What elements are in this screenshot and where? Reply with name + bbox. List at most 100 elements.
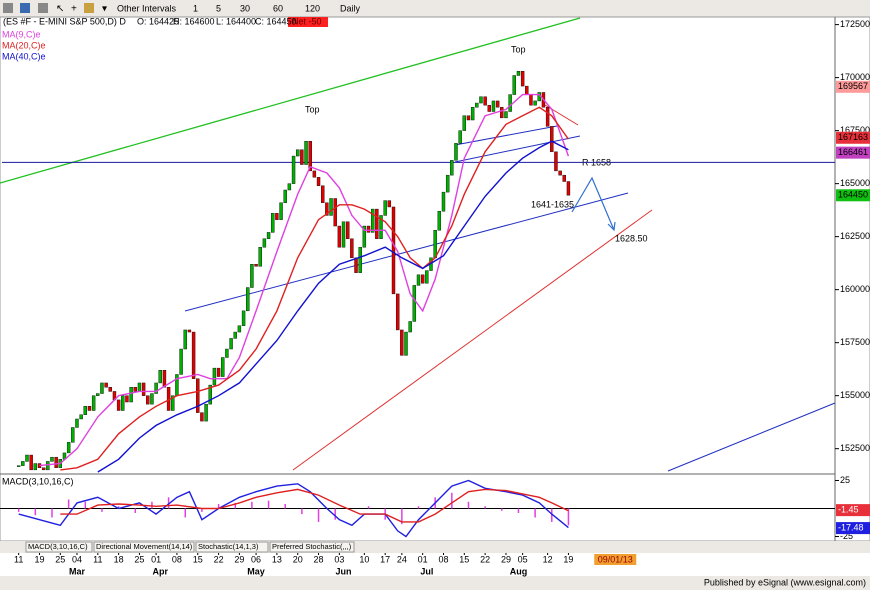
y-tick-label: 167500	[840, 125, 870, 135]
x-tick-label: 22	[480, 554, 490, 564]
tab[interactable]	[93, 541, 195, 553]
indicator-label: MACD(3,10,16,C)	[2, 476, 74, 486]
candle	[566, 181, 571, 196]
candle	[196, 378, 200, 413]
chart-icon[interactable]	[38, 3, 48, 13]
interval-button[interactable]: 30	[240, 3, 250, 13]
candle	[441, 191, 446, 212]
month-label: Jul	[420, 566, 433, 576]
candle	[125, 395, 129, 403]
candle	[358, 247, 362, 273]
candle	[54, 456, 58, 468]
candle	[225, 348, 229, 358]
interval-button[interactable]: 120	[305, 3, 320, 13]
candle	[558, 170, 562, 176]
candle	[237, 325, 242, 333]
candle	[420, 274, 425, 284]
price-label-box	[836, 131, 870, 144]
trend-line	[0, 17, 581, 184]
candle	[366, 225, 371, 233]
add-icon[interactable]: +	[71, 4, 77, 15]
x-tick-label: 19	[34, 554, 44, 564]
dropdown-icon[interactable]: ▾	[102, 4, 107, 15]
x-tick-label: 15	[459, 554, 469, 564]
y-tick-label: -25	[840, 531, 853, 541]
macd-line	[18, 479, 569, 538]
interval-button[interactable]: 5	[216, 3, 221, 13]
candle	[108, 386, 112, 392]
y-tick-label: 152500	[840, 443, 870, 453]
cursor-icon[interactable]: ↖	[56, 4, 64, 15]
candle	[362, 225, 367, 248]
tool-icon[interactable]	[84, 3, 94, 13]
tab-label[interactable]: Directional Movement(14,14)	[96, 542, 193, 551]
x-tick-label: 01	[151, 554, 161, 564]
y-tick-label: 25	[840, 475, 850, 485]
candle	[137, 382, 142, 392]
tab[interactable]	[269, 541, 355, 553]
tab[interactable]	[25, 541, 93, 553]
candle	[329, 198, 333, 216]
other-intervals[interactable]: Other Intervals	[117, 3, 177, 13]
menu-icon[interactable]	[3, 3, 13, 13]
candle	[545, 107, 550, 127]
candle	[408, 321, 412, 333]
candle	[221, 357, 225, 377]
candle	[475, 102, 479, 108]
candle	[266, 232, 271, 239]
candle	[50, 456, 54, 462]
price-label-box	[836, 189, 870, 202]
candle	[383, 200, 387, 216]
candle	[175, 374, 179, 396]
month-label: Mar	[69, 566, 86, 576]
value-label: -17.48	[838, 522, 864, 532]
candle	[395, 293, 400, 331]
candle	[191, 331, 196, 379]
candle	[296, 149, 300, 157]
candle	[529, 94, 533, 106]
candle	[504, 111, 508, 119]
candle	[187, 329, 192, 333]
interval-button[interactable]: 1	[193, 3, 198, 13]
month-label: Aug	[510, 566, 528, 576]
legend-entry: MA(20,C)e	[2, 40, 46, 50]
tab[interactable]	[195, 541, 269, 553]
candle	[229, 338, 233, 350]
interval-button[interactable]: 60	[273, 3, 283, 13]
link-icon[interactable]	[20, 3, 30, 13]
candle	[204, 403, 208, 422]
quote-value: L: 164400	[216, 16, 256, 26]
candle	[333, 198, 337, 227]
candle	[279, 202, 283, 220]
tab-label[interactable]: Stochastic(14,1,3)	[198, 542, 259, 551]
candle	[21, 461, 25, 466]
annotation: Top	[511, 44, 526, 54]
candle	[412, 285, 417, 322]
candle	[246, 287, 250, 312]
price-label: 169567	[838, 81, 868, 91]
x-tick-label: 29	[234, 554, 244, 564]
candle	[25, 454, 29, 462]
arrow-head	[607, 221, 616, 232]
candle	[520, 71, 525, 87]
candle	[350, 238, 354, 259]
moving-average	[60, 106, 569, 471]
candle	[200, 412, 204, 422]
tab-label[interactable]: MACD(3,10,16,C)	[28, 542, 88, 551]
candle	[91, 395, 96, 411]
candle	[379, 215, 383, 239]
candle	[100, 382, 104, 394]
candle	[562, 174, 566, 182]
interval-button[interactable]: Daily	[340, 3, 361, 13]
candle	[375, 208, 379, 239]
candle	[133, 386, 137, 392]
candle	[508, 94, 512, 112]
candle	[312, 170, 317, 178]
candle	[116, 399, 121, 411]
candle	[487, 104, 492, 112]
candle	[304, 141, 308, 165]
tab-label[interactable]: Preferred Stochastic(,,,)	[272, 542, 352, 551]
channel-line	[454, 135, 581, 163]
x-tick-label: 11	[14, 554, 23, 564]
candle	[29, 454, 33, 471]
